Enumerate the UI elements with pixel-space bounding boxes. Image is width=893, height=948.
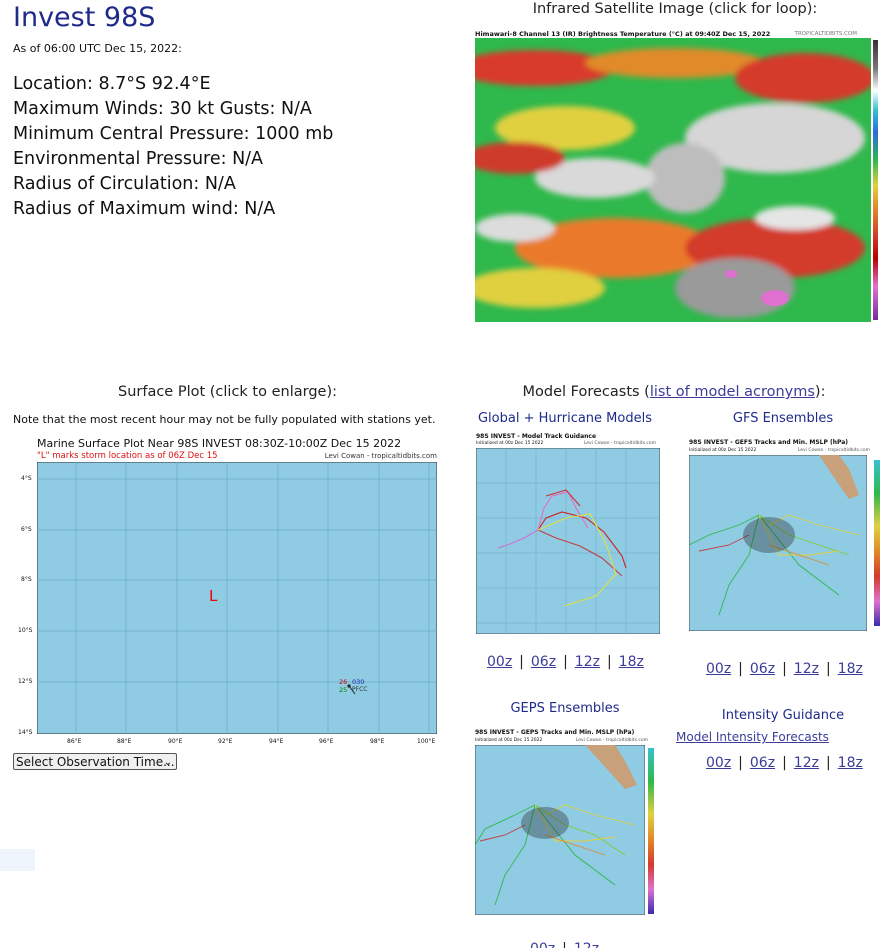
- lon-tick: 94°E: [269, 738, 284, 745]
- observation-time-select-label: Select Observation Time...: [16, 755, 175, 769]
- global-models-image[interactable]: 98S INVEST - Model Track Guidance Initia…: [472, 430, 664, 640]
- model-heading-suffix: ):: [814, 384, 826, 400]
- model-forecasts-heading: Model Forecasts (list of model acronyms)…: [455, 384, 893, 400]
- gfs-colorbar: [874, 460, 880, 626]
- lat-tick: 14°S: [18, 729, 33, 736]
- geps-image-title: 98S INVEST - GEPS Tracks and Min. MSLP (…: [475, 729, 635, 736]
- surface-plot-title: Marine Surface Plot Near 98S INVEST 08:3…: [37, 437, 402, 450]
- gfs-image-credit: Levi Cowan - tropicaltidbits.com: [797, 448, 870, 453]
- intensity-guidance-title: Intensity Guidance: [721, 708, 845, 723]
- storm-env-pressure: Environmental Pressure: N/A: [13, 149, 264, 169]
- model-heading-prefix: Model Forecasts (: [522, 384, 650, 400]
- storm-radius-circulation: Radius of Circulation: N/A: [13, 174, 236, 194]
- geps-ensembles-image[interactable]: 98S INVEST - GEPS Tracks and Min. MSLP (…: [472, 726, 662, 922]
- storm-location-marker: L: [209, 587, 218, 605]
- lat-tick: 6°S: [21, 526, 32, 533]
- lat-tick: 10°S: [18, 627, 33, 634]
- satellite-colorbar: [873, 40, 878, 320]
- gfs-track-map: [689, 455, 867, 631]
- lat-tick: 8°S: [21, 576, 32, 583]
- as-of-timestamp: As of 06:00 UTC Dec 15, 2022:: [13, 42, 182, 55]
- global-run-06z[interactable]: 06z: [530, 654, 557, 670]
- geps-run-12z[interactable]: 12z: [574, 941, 599, 948]
- intensity-forecasts-link[interactable]: Model Intensity Forecasts: [676, 730, 829, 744]
- intensity-run-18z[interactable]: 18z: [837, 755, 863, 771]
- global-image-subtitle: Initialized at 00z Dec 15 2022: [476, 441, 544, 446]
- chevron-down-icon: ⌄: [163, 757, 172, 768]
- intensity-run-00z[interactable]: 00z: [706, 755, 732, 771]
- intensity-run-links: 00z | 06z | 12z | 18z: [706, 755, 863, 771]
- gfs-ensembles-title: GFS Ensembles: [732, 411, 834, 426]
- gfs-image-subtitle: Initialized at 00z Dec 15 2022: [689, 448, 757, 453]
- global-models-title: Global + Hurricane Models: [477, 411, 652, 426]
- satellite-heading: Infrared Satellite Image (click for loop…: [532, 1, 818, 17]
- satellite-image[interactable]: Himawari-8 Channel 13 (IR) Brightness Te…: [461, 28, 879, 328]
- geps-ensembles-title: GEPS Ensembles: [510, 701, 620, 716]
- global-image-title: 98S INVEST - Model Track Guidance: [476, 433, 597, 440]
- storm-title: Invest 98S: [13, 2, 156, 33]
- surface-plot-credit: Levi Cowan - tropicaltidbits.com: [324, 452, 437, 460]
- surface-heading: Surface Plot (click to enlarge):: [117, 384, 337, 400]
- station-pressure: 030: [352, 678, 365, 686]
- storm-min-pressure: Minimum Central Pressure: 1000 mb: [13, 124, 334, 144]
- lon-tick: 88°E: [117, 738, 132, 745]
- satellite-ir-field: [475, 38, 871, 322]
- lon-tick: 100°E: [417, 738, 436, 745]
- observation-time-select[interactable]: Select Observation Time... ⌄: [13, 753, 177, 770]
- geps-run-00z[interactable]: 00z: [530, 941, 555, 948]
- satellite-credit: TROPICALTIDBITS.COM: [794, 31, 858, 37]
- station-temp: 26: [339, 678, 348, 686]
- station-dewpoint: 25: [339, 686, 348, 694]
- surface-plot-subtitle: "L" marks storm location as of 06Z Dec 1…: [37, 451, 218, 461]
- satellite-image-title: Himawari-8 Channel 13 (IR) Brightness Te…: [475, 30, 771, 38]
- global-run-00z[interactable]: 00z: [487, 654, 513, 670]
- global-image-credit: Levi Cowan - tropicaltidbits.com: [583, 441, 656, 446]
- lon-tick: 90°E: [168, 738, 183, 745]
- global-run-links: 00z | 06z | 12z | 18z: [487, 654, 644, 670]
- storm-location: Location: 8.7°S 92.4°E: [13, 74, 211, 94]
- surface-plot-image[interactable]: Marine Surface Plot Near 98S INVEST 08:3…: [13, 435, 443, 750]
- storm-radius-max-wind: Radius of Maximum wind: N/A: [13, 199, 276, 219]
- storm-max-winds: Maximum Winds: 30 kt Gusts: N/A: [13, 99, 312, 119]
- surface-note: Note that the most recent hour may not b…: [13, 413, 436, 426]
- station-id: PFCC: [352, 686, 368, 693]
- gfs-image-title: 98S INVEST - GEFS Tracks and Min. MSLP (…: [689, 439, 849, 446]
- intensity-forecasts-link-text[interactable]: Model Intensity Forecasts: [676, 730, 829, 744]
- gfs-run-12z[interactable]: 12z: [793, 661, 819, 677]
- intensity-run-06z[interactable]: 06z: [749, 755, 776, 771]
- lon-tick: 98°E: [370, 738, 385, 745]
- geps-image-credit: Levi Cowan - tropicaltidbits.com: [575, 738, 648, 743]
- model-acronyms-link[interactable]: list of model acronyms: [649, 384, 815, 400]
- geps-run-links: 00z|12z: [530, 941, 599, 948]
- lat-tick: 12°S: [18, 678, 33, 685]
- scroll-indicator: [0, 849, 35, 871]
- gfs-ensembles-image[interactable]: 98S INVEST - GEFS Tracks and Min. MSLP (…: [686, 436, 886, 634]
- geps-colorbar: [648, 748, 654, 914]
- surface-map: [37, 462, 437, 734]
- gfs-run-00z[interactable]: 00z: [706, 661, 732, 677]
- lon-tick: 96°E: [319, 738, 334, 745]
- global-track-map: [476, 448, 660, 634]
- intensity-run-12z[interactable]: 12z: [793, 755, 819, 771]
- global-run-12z[interactable]: 12z: [574, 654, 600, 670]
- geps-image-subtitle: Initialized at 00z Dec 15 2022: [475, 738, 543, 743]
- lon-tick: 86°E: [67, 738, 82, 745]
- lon-tick: 92°E: [218, 738, 233, 745]
- global-run-18z[interactable]: 18z: [618, 654, 644, 670]
- gfs-run-links: 00z | 06z | 12z | 18z: [706, 661, 863, 677]
- geps-track-map: [475, 745, 645, 915]
- gfs-run-06z[interactable]: 06z: [749, 661, 776, 677]
- gfs-run-18z[interactable]: 18z: [837, 661, 863, 677]
- lat-tick: 4°S: [21, 475, 32, 482]
